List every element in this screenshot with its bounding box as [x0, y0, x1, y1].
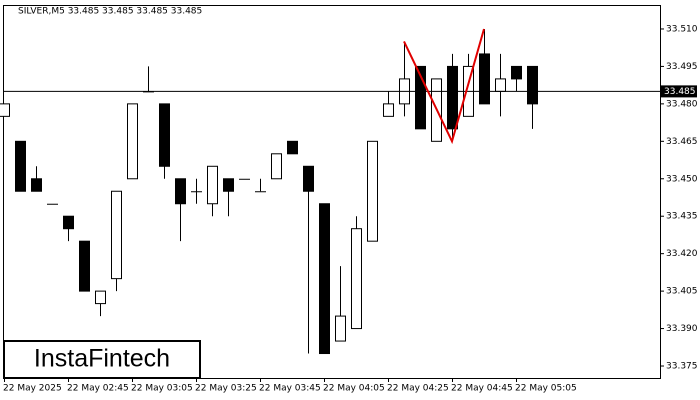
y-tick-label: 33.480	[666, 99, 698, 109]
candle-body	[335, 315, 346, 342]
candle-body	[15, 140, 26, 192]
plot-frame	[3, 5, 661, 379]
candle-body	[0, 103, 10, 117]
x-tick-label: 22 May 03:05	[131, 384, 193, 394]
y-tick-label: 33.450	[666, 174, 698, 184]
current-price-box	[661, 85, 697, 98]
candle-body	[79, 240, 90, 292]
y-tick-label: 33.495	[666, 62, 698, 72]
x-tick-label: 22 May 04:25	[387, 384, 449, 394]
x-tick-label: 22 May 03:25	[195, 384, 257, 394]
watermark-box	[3, 340, 201, 379]
y-tick-label: 33.405	[666, 287, 698, 297]
candle-body	[495, 78, 506, 92]
candle-body	[207, 165, 218, 205]
y-tick-label: 33.390	[666, 324, 698, 334]
candle-body	[351, 228, 362, 330]
y-tick-label: 33.465	[666, 137, 698, 147]
candle-body	[479, 53, 490, 105]
x-tick-label: 22 May 03:45	[259, 384, 321, 394]
y-tick-label: 33.435	[666, 212, 698, 222]
candle-body	[287, 140, 298, 155]
y-tick-label: 33.510	[666, 24, 698, 34]
candle-body	[63, 215, 74, 230]
y-tick-label: 33.375	[666, 362, 698, 372]
candle-body	[367, 140, 378, 242]
y-tick-label: 33.420	[666, 249, 698, 259]
candle-body	[95, 290, 106, 305]
candle-body	[223, 178, 234, 192]
x-tick-label: 22 May 02:45	[67, 384, 129, 394]
candle-body	[303, 165, 314, 192]
candle-body	[383, 103, 394, 117]
candle-body	[271, 153, 282, 180]
current-price-label: 33.485	[664, 87, 696, 97]
candle-body	[175, 178, 186, 205]
x-tick-label: 22 May 05:05	[515, 384, 577, 394]
x-tick-label: 22 May 04:05	[323, 384, 385, 394]
candle-body	[527, 65, 538, 105]
candle-body	[111, 190, 122, 280]
chart-title: SILVER,M5 33.485 33.485 33.485 33.485	[18, 7, 202, 17]
candle-body	[31, 178, 42, 192]
candle-body	[447, 65, 458, 130]
candle-body	[127, 103, 138, 180]
candle-body	[159, 103, 170, 167]
candle-body	[511, 65, 522, 80]
candle-body	[415, 65, 426, 130]
watermark: InstaFintech	[34, 345, 170, 373]
candle-body	[319, 203, 330, 355]
x-tick-label: 22 May 04:45	[451, 384, 513, 394]
x-tick-label: 22 May 2025	[3, 384, 62, 394]
pattern-line	[403, 28, 485, 145]
